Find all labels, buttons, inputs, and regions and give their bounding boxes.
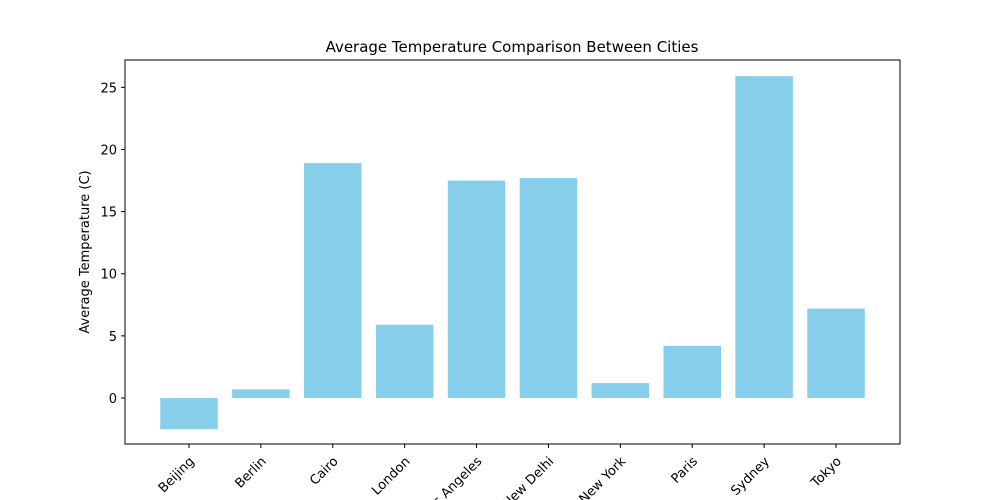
x-tick-label: Sydney xyxy=(728,454,773,499)
y-tick-label: 20 xyxy=(100,143,117,158)
x-tick-label: Cairo xyxy=(307,454,341,488)
x-tick-label: Paris xyxy=(669,454,702,487)
x-tick-label: New Delhi xyxy=(500,454,557,500)
y-tick-label: 10 xyxy=(100,268,117,283)
x-tick-label: London xyxy=(369,454,413,498)
x-tick-label: Tokyo xyxy=(808,454,845,491)
x-tick-label: New York xyxy=(576,454,629,500)
bar-new-delhi xyxy=(519,178,578,399)
x-tick-label: Beijing xyxy=(156,454,198,496)
x-tick-label: Berlin xyxy=(232,454,269,491)
bar-new-york xyxy=(591,383,650,399)
bar-tokyo xyxy=(807,308,865,399)
bar-berlin xyxy=(232,389,290,399)
y-tick-label: 0 xyxy=(109,392,117,407)
x-tick-label: Los Angeles xyxy=(420,454,486,500)
bar-london xyxy=(375,324,434,399)
bar-sydney xyxy=(735,76,793,399)
chart-title: Average Temperature Comparison Between C… xyxy=(326,38,699,56)
bar-cairo xyxy=(304,163,362,399)
y-tick-label: 25 xyxy=(100,81,117,96)
y-tick-label: 15 xyxy=(100,206,117,221)
y-axis-title: Average Temperature (C) xyxy=(78,170,93,333)
y-tick-label: 5 xyxy=(109,330,117,345)
bar-beijing xyxy=(160,398,218,430)
y-axis: 0 5 10 15 20 25 xyxy=(100,81,125,407)
plot-frame xyxy=(124,59,901,445)
bar-los-angeles xyxy=(447,180,506,399)
bars-layer xyxy=(160,76,865,430)
x-axis: Beijing Berlin Cairo London Los Angeles New D… xyxy=(156,444,845,500)
bar-paris xyxy=(663,345,721,399)
